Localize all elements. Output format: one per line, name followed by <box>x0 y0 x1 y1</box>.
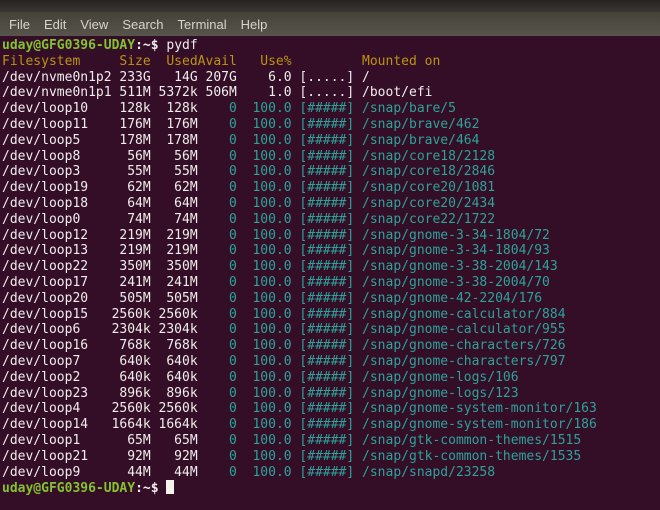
filesystem-and-sizes: /dev/loop8 56M 56M <box>2 148 198 164</box>
usage-and-mount: 0 100.0 [#####] /snap/gnome-3-34-1804/93 <box>197 243 550 259</box>
usage-and-mount: 0 100.0 [#####] /snap/bare/5 <box>197 101 456 117</box>
filesystem-and-sizes: /dev/loop15 2560k 2560k <box>2 306 198 322</box>
filesystem-and-sizes: /dev/loop20 505M 505M <box>2 290 198 306</box>
usage-and-mount: 0 100.0 [#####] /snap/gnome-42-2204/176 <box>197 290 543 306</box>
usage-and-mount: 0 100.0 [#####] /snap/gnome-system-monit… <box>197 417 597 433</box>
table-row: /dev/loop10 128k 128k 0 100.0 [#####] /s… <box>2 101 660 117</box>
table-row: /dev/loop14 1664k 1664k 0 100.0 [#####] … <box>2 417 660 433</box>
usage-and-mount: 0 100.0 [#####] /snap/gnome-calculator/8… <box>197 306 566 322</box>
menu-item-view[interactable]: View <box>80 16 109 32</box>
filesystem-and-sizes: /dev/nvme0n1p1 511M 5372k <box>2 85 198 101</box>
table-header-text: Filesystem Size UsedAvail Use% Mounted o… <box>2 53 441 69</box>
table-row: /dev/loop1 65M 65M 0 100.0 [#####] /snap… <box>2 433 660 449</box>
table-row: /dev/loop3 55M 55M 0 100.0 [#####] /snap… <box>2 164 660 180</box>
usage-and-mount: 0 100.0 [#####] /snap/gnome-3-38-2004/14… <box>197 259 558 275</box>
usage-and-mount: 0 100.0 [#####] /snap/gnome-3-34-1804/72 <box>197 227 550 243</box>
filesystem-and-sizes: /dev/loop16 768k 768k <box>2 338 198 354</box>
usage-and-mount: 0 100.0 [#####] /snap/brave/464 <box>197 132 480 148</box>
shell-prompt-line: uday@GFG0396-UDAY:~$ pydf <box>2 38 660 54</box>
usage-and-mount: 0 100.0 [#####] /snap/gtk-common-themes/… <box>197 448 582 464</box>
usage-and-mount: 0 100.0 [#####] /snap/core18/2128 <box>197 148 496 164</box>
window-titlebar-edge <box>0 0 660 12</box>
usage-and-mount: 0 100.0 [#####] /snap/gnome-logs/106 <box>197 369 519 385</box>
usage-and-mount: 0 100.0 [#####] /snap/core22/1722 <box>197 211 496 227</box>
text-cursor <box>166 480 175 495</box>
usage-and-mount: 0 100.0 [#####] /snap/gnome-logs/123 <box>197 385 519 401</box>
usage-and-mount: 0 100.0 [#####] /snap/gnome-characters/7… <box>197 338 566 354</box>
filesystem-and-sizes: /dev/loop6 2304k 2304k <box>2 322 198 338</box>
filesystem-and-sizes: /dev/loop7 640k 640k <box>2 353 198 369</box>
usage-and-mount: 0 100.0 [#####] /snap/gnome-calculator/9… <box>197 322 566 338</box>
filesystem-and-sizes: /dev/loop10 128k 128k <box>2 101 198 117</box>
table-row: /dev/loop0 74M 74M 0 100.0 [#####] /snap… <box>2 212 660 228</box>
table-row: /dev/loop4 2560k 2560k 0 100.0 [#####] /… <box>2 401 660 417</box>
usage-and-mount: 0 100.0 [#####] /snap/gnome-characters/7… <box>197 353 566 369</box>
terminal-viewport[interactable]: uday@GFG0396-UDAY:~$ pydf Filesystem Size… <box>0 36 660 510</box>
table-row: /dev/loop5 178M 178M 0 100.0 [#####] /sn… <box>2 133 660 149</box>
table-row: /dev/loop15 2560k 2560k 0 100.0 [#####] … <box>2 307 660 323</box>
usage-and-mount: 207G 6.0 [.....] / <box>197 69 370 85</box>
filesystem-and-sizes: /dev/loop9 44M 44M <box>2 464 198 480</box>
usage-and-mount: 0 100.0 [#####] /snap/core18/2846 <box>197 164 496 180</box>
prompt-suffix: :~$ <box>135 481 167 497</box>
prompt-suffix: :~$ <box>135 38 167 53</box>
filesystem-and-sizes: /dev/loop23 896k 896k <box>2 385 198 401</box>
table-row: /dev/loop6 2304k 2304k 0 100.0 [#####] /… <box>2 322 660 338</box>
table-row: /dev/nvme0n1p2 233G 14G 207G 6.0 [.....]… <box>2 70 660 86</box>
menu-item-terminal[interactable]: Terminal <box>177 16 227 32</box>
table-row: /dev/loop13 219M 219M 0 100.0 [#####] /s… <box>2 243 660 259</box>
table-row: /dev/loop17 241M 241M 0 100.0 [#####] /s… <box>2 275 660 291</box>
filesystem-and-sizes: /dev/loop22 350M 350M <box>2 259 198 275</box>
filesystem-and-sizes: /dev/loop3 55M 55M <box>2 164 198 180</box>
filesystem-and-sizes: /dev/loop21 92M 92M <box>2 448 198 464</box>
table-header-row: Filesystem Size UsedAvail Use% Mounted o… <box>2 54 660 70</box>
filesystem-and-sizes: /dev/loop14 1664k 1664k <box>2 417 198 433</box>
usage-and-mount: 0 100.0 [#####] /snap/core20/2434 <box>197 195 496 211</box>
filesystem-and-sizes: /dev/loop5 178M 178M <box>2 132 198 148</box>
shell-prompt-line: uday@GFG0396-UDAY:~$ <box>2 480 660 496</box>
filesystem-and-sizes: /dev/loop1 65M 65M <box>2 432 198 448</box>
table-row: /dev/loop11 176M 176M 0 100.0 [#####] /s… <box>2 117 660 133</box>
usage-and-mount: 506M 1.0 [.....] /boot/efi <box>197 85 433 101</box>
table-row: /dev/loop21 92M 92M 0 100.0 [#####] /sna… <box>2 449 660 465</box>
table-row: /dev/nvme0n1p1 511M 5372k 506M 1.0 [....… <box>2 85 660 101</box>
menu-item-search[interactable]: Search <box>122 16 164 32</box>
table-row: /dev/loop7 640k 640k 0 100.0 [#####] /sn… <box>2 354 660 370</box>
filesystem-and-sizes: /dev/loop17 241M 241M <box>2 274 198 290</box>
table-row: /dev/loop12 219M 219M 0 100.0 [#####] /s… <box>2 228 660 244</box>
menu-item-file[interactable]: File <box>9 16 30 32</box>
usage-and-mount: 0 100.0 [#####] /snap/brave/462 <box>197 116 480 132</box>
filesystem-and-sizes: /dev/nvme0n1p2 233G 14G <box>2 69 198 85</box>
table-row: /dev/loop22 350M 350M 0 100.0 [#####] /s… <box>2 259 660 275</box>
prompt-user-host: uday@GFG0396-UDAY <box>2 38 136 53</box>
menu-item-edit[interactable]: Edit <box>43 16 67 32</box>
table-row: /dev/loop16 768k 768k 0 100.0 [#####] /s… <box>2 338 660 354</box>
filesystem-and-sizes: /dev/loop0 74M 74M <box>2 211 198 227</box>
filesystem-and-sizes: /dev/loop13 219M 219M <box>2 243 198 259</box>
command-text: pydf <box>166 38 198 53</box>
table-row: /dev/loop2 640k 640k 0 100.0 [#####] /sn… <box>2 370 660 386</box>
table-row: /dev/loop8 56M 56M 0 100.0 [#####] /snap… <box>2 149 660 165</box>
usage-and-mount: 0 100.0 [#####] /snap/gtk-common-themes/… <box>197 432 582 448</box>
usage-and-mount: 0 100.0 [#####] /snap/snapd/23258 <box>197 464 496 480</box>
usage-and-mount: 0 100.0 [#####] /snap/gnome-system-monit… <box>197 401 597 417</box>
usage-and-mount: 0 100.0 [#####] /snap/core20/1081 <box>197 180 496 196</box>
menu-item-help[interactable]: Help <box>240 16 268 32</box>
filesystem-and-sizes: /dev/loop2 640k 640k <box>2 369 198 385</box>
filesystem-and-sizes: /dev/loop4 2560k 2560k <box>2 401 198 417</box>
filesystem-and-sizes: /dev/loop19 62M 62M <box>2 180 198 196</box>
table-row: /dev/loop9 44M 44M 0 100.0 [#####] /snap… <box>2 465 660 481</box>
table-row: /dev/loop19 62M 62M 0 100.0 [#####] /sna… <box>2 180 660 196</box>
filesystem-and-sizes: /dev/loop11 176M 176M <box>2 116 198 132</box>
table-row: /dev/loop18 64M 64M 0 100.0 [#####] /sna… <box>2 196 660 212</box>
table-row: /dev/loop23 896k 896k 0 100.0 [#####] /s… <box>2 386 660 402</box>
filesystem-and-sizes: /dev/loop18 64M 64M <box>2 195 198 211</box>
table-row: /dev/loop20 505M 505M 0 100.0 [#####] /s… <box>2 291 660 307</box>
usage-and-mount: 0 100.0 [#####] /snap/gnome-3-38-2004/70 <box>197 274 550 290</box>
filesystem-and-sizes: /dev/loop12 219M 219M <box>2 227 198 243</box>
prompt-user-host: uday@GFG0396-UDAY <box>2 481 136 497</box>
menu-bar: File Edit View Search Terminal Help <box>0 12 660 36</box>
